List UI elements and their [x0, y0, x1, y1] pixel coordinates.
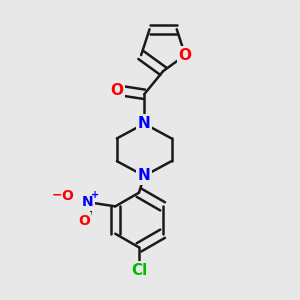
Text: N: N	[82, 195, 94, 209]
Text: O: O	[178, 48, 192, 63]
Text: N: N	[138, 168, 151, 183]
Text: +: +	[91, 190, 99, 200]
Text: Cl: Cl	[131, 263, 147, 278]
Text: O: O	[110, 82, 123, 98]
Text: −: −	[52, 188, 63, 201]
Text: O: O	[61, 189, 73, 203]
Text: N: N	[138, 116, 151, 131]
Text: O: O	[78, 214, 90, 228]
